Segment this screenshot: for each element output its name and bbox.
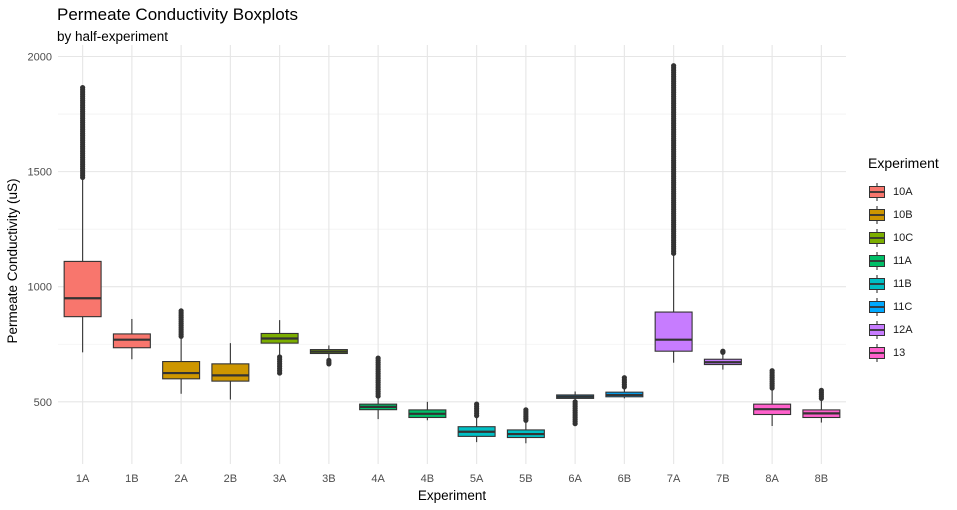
boxplot-series — [63, 63, 841, 444]
box-8B — [802, 387, 841, 423]
y-tick-label: 1500 — [28, 167, 52, 179]
x-axis: 1A 1B 2A 2B 3A 3B 4A 4B 5A 5B 6A 6B 7A 7B 8A 8B — [76, 473, 828, 485]
grid-lines — [58, 45, 846, 464]
box-body — [112, 333, 151, 349]
box-2B — [211, 343, 250, 400]
legend-title: Experiment — [868, 155, 939, 171]
y-tick-label: 1000 — [28, 282, 52, 294]
box-body — [63, 260, 102, 318]
legend-label: 12A — [893, 323, 913, 336]
legend-swatch — [869, 343, 885, 362]
box-5A — [457, 401, 496, 443]
outlier-point — [178, 308, 184, 314]
x-tick-label: 5B — [519, 473, 532, 485]
x-tick-label: 1B — [125, 473, 138, 485]
outlier-point — [80, 84, 86, 91]
box-body — [162, 361, 201, 380]
legend-swatch — [869, 182, 885, 201]
legend-item: 10B — [868, 203, 939, 226]
box-1A — [63, 84, 102, 353]
x-tick-label: 5A — [470, 473, 484, 485]
box-6B — [605, 375, 644, 399]
legend-key — [868, 343, 886, 362]
chart-subtitle: by half-experiment — [57, 29, 169, 44]
outlier-point — [277, 354, 283, 360]
legend-item: 12A — [868, 318, 939, 341]
x-tick-label: 8B — [815, 473, 828, 485]
x-tick-label: 4B — [421, 473, 434, 485]
outlier-point — [326, 357, 332, 364]
legend-item: 11A — [868, 249, 939, 272]
legend-label: 10C — [893, 231, 914, 244]
y-tick-label: 2000 — [28, 52, 52, 64]
legend-label: 13 — [893, 346, 906, 359]
box-4B — [408, 401, 447, 421]
x-tick-label: 7B — [716, 473, 729, 485]
box-7A — [654, 63, 693, 363]
legend-item: 11C — [868, 295, 939, 318]
box-body — [211, 363, 250, 382]
box-6A — [556, 391, 595, 427]
x-tick-label: 3B — [322, 473, 335, 485]
box-7B — [703, 348, 742, 370]
legend-key — [868, 320, 886, 339]
y-axis: 500 1000 1500 2000 — [28, 52, 52, 409]
box-5B — [506, 407, 545, 444]
x-tick-label: 2B — [224, 473, 237, 485]
legend-label: 10B — [893, 208, 913, 221]
legend-key — [868, 182, 886, 201]
x-tick-label: 7A — [667, 473, 681, 485]
box-1B — [112, 318, 151, 360]
legend-key — [868, 274, 886, 293]
outlier-point — [818, 387, 824, 393]
y-axis-label: Permeate Conductivity (uS) — [5, 178, 20, 343]
x-tick-label: 6A — [568, 473, 582, 485]
legend-item: 11B — [868, 272, 939, 295]
legend-key — [868, 205, 886, 224]
box-3A — [260, 320, 299, 376]
legend-key — [868, 251, 886, 270]
legend-swatch — [869, 228, 885, 247]
legend-label: 11B — [893, 277, 912, 290]
outlier-point — [572, 399, 578, 405]
outlier-point — [523, 407, 529, 413]
y-tick-label: 500 — [34, 397, 52, 409]
x-tick-label: 1A — [76, 473, 90, 485]
outlier-point — [375, 355, 381, 361]
legend-label: 11C — [893, 300, 913, 313]
outlier-point — [474, 401, 480, 407]
legend-key — [868, 297, 886, 316]
legend-item: 10A — [868, 180, 939, 203]
legend-swatch — [869, 251, 885, 270]
x-tick-label: 3A — [273, 473, 287, 485]
legend-swatch — [869, 205, 885, 224]
box-body — [654, 311, 693, 352]
legend-key — [868, 228, 886, 247]
x-axis-label: Experiment — [418, 488, 487, 503]
box-4A — [359, 355, 398, 420]
legend-label: 11A — [893, 254, 912, 267]
legend-swatch — [869, 274, 885, 293]
legend: Experiment 10A 10B 10C 11A 11B 11C 12A 13 — [868, 155, 939, 364]
outlier-point — [671, 63, 677, 69]
legend-items: 10A 10B 10C 11A 11B 11C 12A 13 — [868, 180, 939, 364]
box-8A — [753, 368, 792, 427]
box-2A — [162, 308, 201, 394]
legend-item: 13 — [868, 341, 939, 364]
x-tick-label: 4A — [371, 473, 385, 485]
legend-item: 10C — [868, 226, 939, 249]
legend-label: 10A — [893, 185, 913, 198]
box-3B — [309, 345, 348, 367]
outlier-point — [621, 375, 627, 381]
x-tick-label: 2A — [174, 473, 188, 485]
legend-swatch — [869, 320, 885, 339]
legend-swatch — [869, 297, 885, 316]
outlier-point — [720, 348, 726, 354]
outlier-point — [769, 368, 775, 374]
x-tick-label: 8A — [765, 473, 779, 485]
x-tick-label: 6B — [618, 473, 631, 485]
chart-title: Permeate Conductivity Boxplots — [57, 5, 298, 24]
